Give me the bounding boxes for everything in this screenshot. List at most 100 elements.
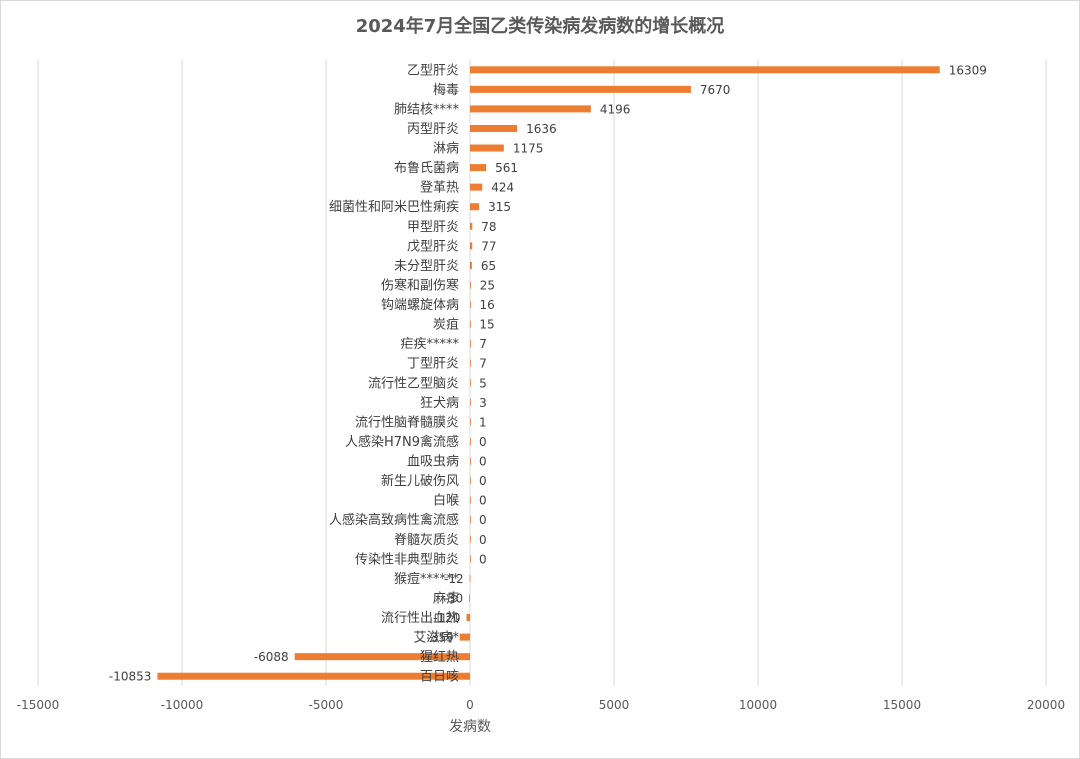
data-label: 0 [479,533,487,547]
bar [470,320,471,328]
category-label: 疟疾***** [400,337,459,352]
x-tick-label: 5000 [599,698,630,712]
bar [470,144,504,152]
data-label: 1175 [513,142,544,156]
bar [470,183,483,191]
bar [470,105,591,113]
data-label: 15 [479,318,494,332]
category-label: 钩端螺旋体病 [381,298,459,313]
data-label: -12 [444,572,464,586]
bar [470,164,487,172]
category-label: 猴痘****** [394,572,460,587]
x-tick-label: 0 [466,698,474,712]
category-label: 流行性乙型脑炎 [368,376,459,391]
category-label: 脊髓灰质炎 [394,533,459,548]
bar [157,672,470,680]
data-label: 561 [495,161,518,175]
category-label: 甲型肝炎 [407,220,459,235]
category-label: 白喉 [433,493,459,509]
category-label: 布鲁氏菌病 [394,161,459,176]
bar [470,281,471,289]
data-label: 1 [479,415,487,429]
bar [470,359,471,367]
bar [470,496,471,504]
data-label: 0 [479,494,487,508]
data-label: 16 [479,298,494,312]
category-label: 登革热 [420,181,459,196]
bar [470,85,691,93]
category-label: 未分型肝炎 [394,259,459,274]
data-label: 65 [481,259,496,273]
bar [470,535,471,543]
category-label: 戊型肝炎 [407,239,459,254]
data-label: 7 [479,337,487,351]
category-label: 流行性出血热 [381,611,459,626]
data-label: 7670 [700,83,731,97]
category-label: 伤寒和副伤寒 [381,277,459,293]
category-label: 梅毒 [433,83,459,98]
x-tick-label: 15000 [883,698,921,712]
bar [470,555,471,563]
category-label: 百日咳 [420,670,459,685]
x-tick-label: 20000 [1027,698,1065,712]
bar [466,614,470,622]
data-label: -359 [426,631,453,645]
x-tick-label: -10000 [161,698,204,712]
x-axis-label: 发病数 [449,719,491,735]
category-label: 乙型肝炎 [407,63,459,78]
data-label: 4196 [600,102,631,116]
category-label: 狂犬病 [420,396,459,411]
category-label: 丙型肝炎 [407,122,459,137]
data-label: -30 [444,591,464,605]
chart-title: 2024年7月全国乙类传染病发病数的增长概况 [355,16,725,37]
x-tick-label: -5000 [309,698,344,712]
data-label: 0 [479,513,487,527]
bar [470,398,471,406]
bar [459,633,470,641]
data-label: 77 [481,239,496,253]
bar [470,437,471,445]
data-label: 3 [479,396,487,410]
bar [470,418,471,426]
bar [470,66,940,74]
data-label: 0 [479,435,487,449]
data-label: -120 [433,611,460,625]
data-label: 424 [491,181,514,195]
data-label: 0 [479,455,487,469]
data-label: 1636 [526,122,557,136]
x-tick-label: 10000 [739,698,777,712]
bar [469,594,470,602]
category-label: 传染性非典型肺炎 [355,552,459,567]
bar [470,379,471,387]
bar [470,516,471,524]
category-label: 淋病 [433,142,459,157]
bar [294,653,470,661]
bar [470,222,473,230]
bar [470,457,471,465]
category-label: 肺结核**** [394,102,460,117]
category-label: 人感染H7N9禽流感 [345,434,459,450]
bar [470,261,472,269]
category-label: 麻疹 [433,590,459,606]
x-tick-label: -15000 [17,698,60,712]
data-label: 7 [479,357,487,371]
bar [470,203,480,211]
data-label: 78 [481,220,496,234]
data-label: -6088 [254,650,289,664]
bar [470,477,471,485]
category-label: 血吸虫病 [407,455,459,470]
data-label: 0 [479,474,487,488]
data-label: 16309 [949,63,987,77]
data-label: 25 [480,278,495,292]
category-label: 炭疽 [433,318,459,333]
category-label: 猩红热 [420,649,459,665]
bar [470,124,518,132]
category-label: 丁型肝炎 [407,357,459,372]
bar [470,340,471,348]
category-label: 流行性脑脊髓膜炎 [355,415,459,430]
category-label: 细菌性和阿米巴性痢疾 [329,199,459,215]
data-label: 0 [479,552,487,566]
data-label: -10853 [109,670,152,684]
